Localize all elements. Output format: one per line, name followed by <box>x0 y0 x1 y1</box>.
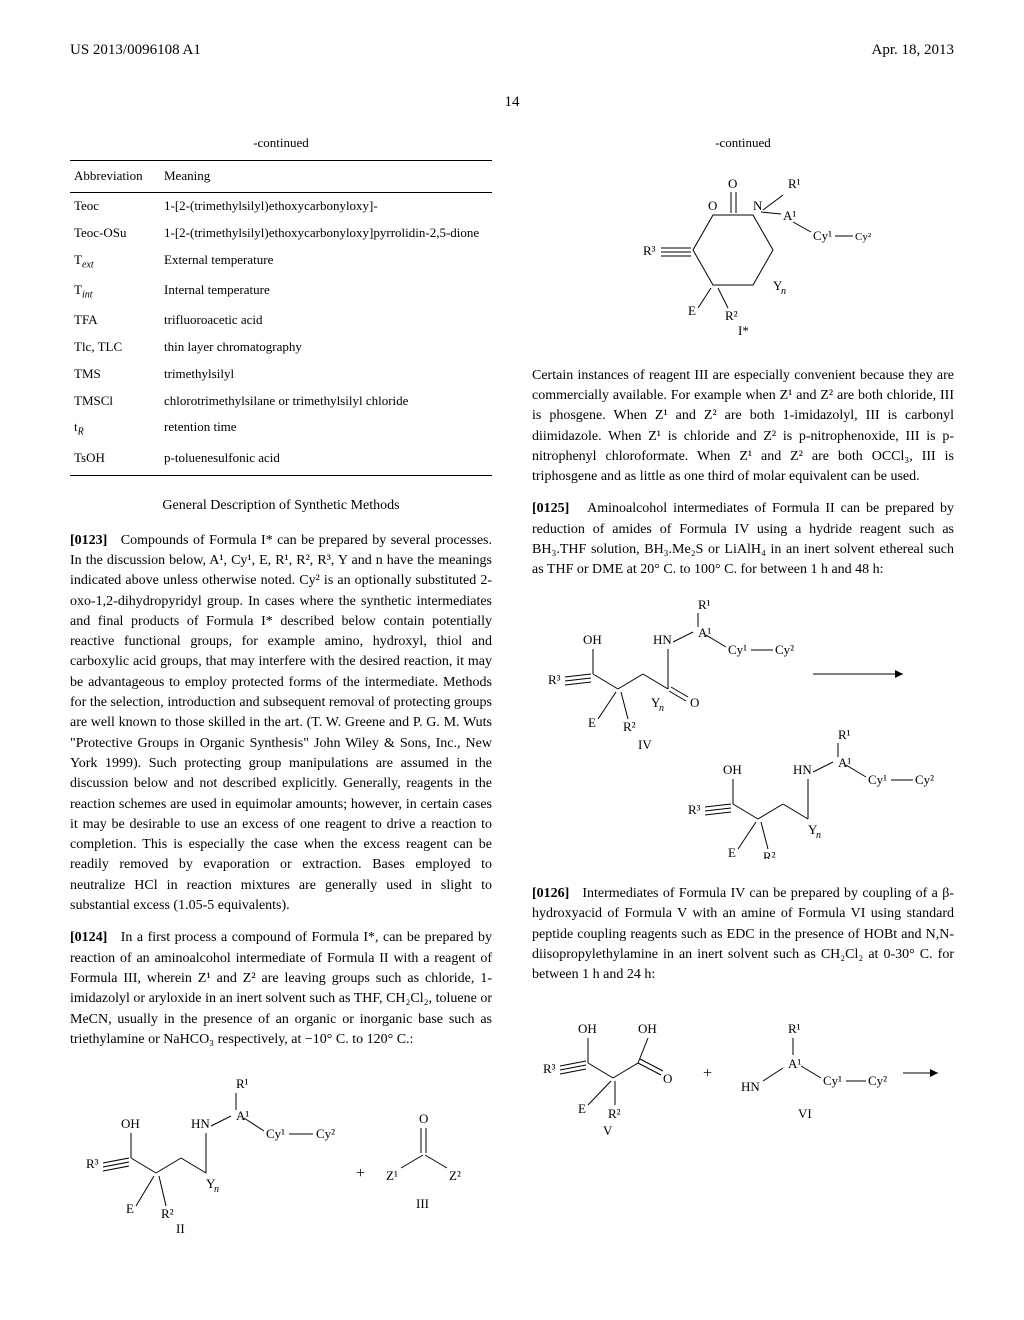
svg-text:R²: R² <box>608 1106 621 1121</box>
svg-text:OH: OH <box>723 762 742 777</box>
page-number: 14 <box>70 92 954 114</box>
page-header: US 2013/0096108 A1 Apr. 18, 2013 <box>70 40 954 62</box>
svg-text:Cy¹: Cy¹ <box>728 642 747 657</box>
svg-text:HN: HN <box>741 1079 760 1094</box>
svg-text:VI: VI <box>798 1106 812 1121</box>
diagram-II-III: OH HN R¹ A¹ Cy¹ Cy² R³ <box>70 1068 492 1245</box>
table-row: TMSClchlorotrimethylsilane or trimethyls… <box>70 388 492 415</box>
para-certain: Certain instances of reagent III are esp… <box>532 366 954 488</box>
svg-text:OH: OH <box>583 632 602 647</box>
pub-number: US 2013/0096108 A1 <box>70 40 201 62</box>
svg-text:R²: R² <box>763 849 776 859</box>
pub-date: Apr. 18, 2013 <box>872 40 955 62</box>
svg-text:E: E <box>688 303 696 318</box>
svg-text:n: n <box>659 703 664 714</box>
svg-text:O: O <box>690 695 699 710</box>
label-Z2: Z² <box>449 1168 461 1183</box>
svg-text:A¹: A¹ <box>698 625 711 640</box>
svg-text:Cy²: Cy² <box>915 772 934 787</box>
svg-text:Cy²: Cy² <box>775 642 794 657</box>
svg-text:O: O <box>728 176 737 191</box>
section-heading: General Description of Synthetic Methods <box>70 496 492 516</box>
label-R3: R³ <box>86 1156 99 1171</box>
diagram-Istar: O N O R¹ A¹ Cy¹ Cy² <box>532 170 954 347</box>
svg-text:E: E <box>578 1101 586 1116</box>
table-row: Teoc1-[2-(trimethylsilyl)ethoxycarbonylo… <box>70 193 492 220</box>
svg-text:Cy²: Cy² <box>855 231 872 243</box>
table-row: TFAtrifluoroacetic acid <box>70 307 492 334</box>
svg-text:R¹: R¹ <box>788 1021 801 1036</box>
left-column: -continued Abbreviation Meaning Teoc1-[2… <box>70 134 492 1264</box>
svg-text:R¹: R¹ <box>788 176 801 191</box>
svg-text:E: E <box>728 845 736 859</box>
table-row: Tlc, TLCthin layer chromatography <box>70 334 492 361</box>
svg-text:Cy²: Cy² <box>868 1073 887 1088</box>
label-II: II <box>176 1221 185 1236</box>
plus-sign: + <box>356 1165 365 1182</box>
label-III: III <box>416 1196 429 1211</box>
diagram-V-VI: OH OH O R³ E R² V <box>532 1003 954 1150</box>
para-0123: [0123] Compounds of Formula I* can be pr… <box>70 531 492 917</box>
svg-text:O: O <box>708 198 717 213</box>
svg-text:A¹: A¹ <box>788 1056 801 1071</box>
svg-text:n: n <box>816 830 821 841</box>
label-Cy1: Cy¹ <box>266 1126 285 1141</box>
table-row: TsOHp-toluenesulfonic acid <box>70 445 492 476</box>
svg-text:V: V <box>603 1123 613 1138</box>
svg-text:O: O <box>663 1071 672 1086</box>
svg-text:I*: I* <box>738 323 749 338</box>
table-row: TMStrimethylsilyl <box>70 361 492 388</box>
svg-text:R²: R² <box>725 308 738 323</box>
svg-text:Cy¹: Cy¹ <box>823 1073 842 1088</box>
para-0124: [0124] In a first process a compound of … <box>70 928 492 1050</box>
svg-text:Cy¹: Cy¹ <box>868 772 887 787</box>
label-R1: R¹ <box>236 1076 249 1091</box>
svg-text:Cy¹: Cy¹ <box>813 228 832 243</box>
th-meaning: Meaning <box>160 161 492 193</box>
svg-text:R³: R³ <box>543 1061 556 1076</box>
svg-text:IV: IV <box>638 737 652 752</box>
svg-text:E: E <box>588 715 596 730</box>
svg-text:HN: HN <box>653 632 672 647</box>
para-0125: [0125] Aminoalcohol intermediates of For… <box>532 499 954 580</box>
right-column: -continued O N O R¹ A¹ <box>532 134 954 1264</box>
svg-text:OH: OH <box>578 1021 597 1036</box>
svg-text:+: + <box>703 1065 712 1082</box>
label-OH: OH <box>121 1116 140 1131</box>
continued-label: -continued <box>532 134 954 153</box>
label-R2: R² <box>161 1206 174 1221</box>
diagram-IV-II: OH HN R¹ A¹ Cy¹ Cy² <box>532 599 954 866</box>
svg-text:n: n <box>214 1184 219 1195</box>
para-0126: [0126] Intermediates of Formula IV can b… <box>532 884 954 985</box>
svg-text:N: N <box>753 198 763 213</box>
svg-text:A¹: A¹ <box>838 755 851 770</box>
svg-text:R²: R² <box>623 719 636 734</box>
svg-text:OH: OH <box>638 1021 657 1036</box>
svg-text:R¹: R¹ <box>698 599 711 612</box>
table-row: tRretention time <box>70 414 492 444</box>
table-title: -continued <box>70 134 492 153</box>
label-Cy2: Cy² <box>316 1126 335 1141</box>
abbrev-table: Abbreviation Meaning Teoc1-[2-(trimethyl… <box>70 160 492 476</box>
table-row: TextExternal temperature <box>70 247 492 277</box>
table-row: Teoc-OSu1-[2-(trimethylsilyl)ethoxycarbo… <box>70 220 492 247</box>
label-E: E <box>126 1201 134 1216</box>
svg-text:A¹: A¹ <box>783 208 796 223</box>
svg-text:R³: R³ <box>643 243 656 258</box>
two-column-layout: -continued Abbreviation Meaning Teoc1-[2… <box>70 134 954 1264</box>
svg-text:HN: HN <box>793 762 812 777</box>
table-row: TintInternal temperature <box>70 277 492 307</box>
label-O: O <box>419 1111 428 1126</box>
svg-text:R³: R³ <box>548 672 561 687</box>
svg-text:R¹: R¹ <box>838 727 851 742</box>
label-HN: HN <box>191 1116 210 1131</box>
svg-text:n: n <box>781 286 786 297</box>
th-abbrev: Abbreviation <box>70 161 160 193</box>
label-Z1: Z¹ <box>386 1168 398 1183</box>
svg-text:R³: R³ <box>688 802 701 817</box>
